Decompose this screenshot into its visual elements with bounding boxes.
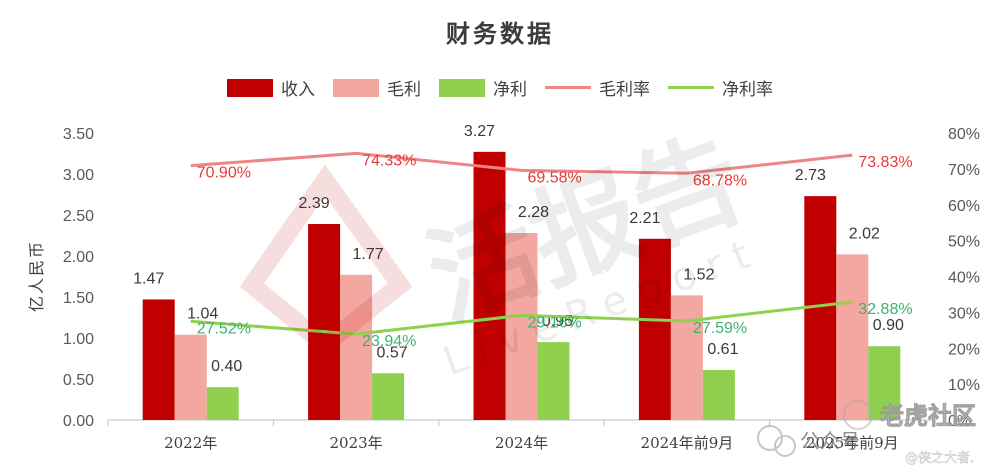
revenue-label: 1.47 <box>133 270 164 287</box>
gross-profit-label: 1.52 <box>683 266 714 283</box>
net-margin-label: 27.52% <box>197 320 251 337</box>
revenue-bar <box>308 224 341 420</box>
legend-item-net-profit: 净利 <box>439 75 527 100</box>
net-profit-bar <box>372 373 405 420</box>
y-tick-label: 3.00 <box>63 167 94 184</box>
y2-tick-label: 40% <box>948 270 980 287</box>
revenue-label: 2.73 <box>795 167 826 184</box>
legend-label-gross-profit: 毛利 <box>387 80 421 100</box>
gross-margin-line <box>190 151 853 175</box>
net-profit-label: 0.90 <box>873 317 904 334</box>
legend-label-revenue: 收入 <box>281 80 315 100</box>
y2-tick-label: 60% <box>948 198 980 215</box>
y2-tick-label: 0% <box>948 413 971 430</box>
gross-profit-bar <box>505 233 538 420</box>
y-axis-title: 亿人民币 <box>27 240 46 312</box>
gross-profit-bar <box>836 254 869 420</box>
y2-tick-label: 20% <box>948 341 980 358</box>
legend-label-gross-margin: 毛利率 <box>599 80 650 100</box>
y2-tick-label: 80% <box>948 126 980 143</box>
legend-swatch-net-profit <box>439 78 485 97</box>
y-tick-label: 1.00 <box>63 331 94 348</box>
gross-profit-bar <box>174 334 207 420</box>
revenue-bar <box>473 151 506 421</box>
chart-title: 财务数据 <box>446 19 554 48</box>
y-tick-label: 1.50 <box>63 290 94 307</box>
legend-label-net-margin: 净利率 <box>722 80 773 100</box>
legend-item-revenue: 收入 <box>227 75 315 100</box>
net-margin-line <box>190 300 853 336</box>
gross-profit-label: 2.28 <box>518 204 549 221</box>
net-margin-label: 29.16% <box>528 314 582 331</box>
gross-margin-label: 69.58% <box>528 169 582 186</box>
y-tick-label: 3.50 <box>63 126 94 143</box>
net-profit-bar <box>537 342 570 420</box>
revenue-label: 2.21 <box>629 210 660 227</box>
legend-item-gross-margin: 毛利率 <box>545 75 650 100</box>
y2-tick-label: 70% <box>948 162 980 179</box>
net-profit-bar <box>702 369 735 420</box>
net-margin-label: 27.59% <box>693 320 747 337</box>
net-margin-label: 32.88% <box>858 301 912 318</box>
gross-profit-label: 2.02 <box>849 225 880 242</box>
revenue-label: 3.27 <box>464 123 495 140</box>
legend-swatch-revenue <box>227 78 273 97</box>
legend-item-net-margin: 净利率 <box>668 75 773 100</box>
y2-tick-label: 10% <box>948 377 980 394</box>
legend-label-net-profit: 净利 <box>493 80 527 100</box>
y2-tick-label: 30% <box>948 305 980 322</box>
x-tick-label: 2025年前9月 <box>806 434 899 452</box>
y-tick-label: 0.50 <box>63 372 94 389</box>
net-profit-label: 0.57 <box>377 344 408 361</box>
gross-margin-label: 73.83% <box>858 154 912 171</box>
gross-margin-label: 70.90% <box>197 165 251 182</box>
net-margin-label: 23.94% <box>362 333 416 350</box>
y-tick-label: 2.50 <box>63 208 94 225</box>
gross-margin-label: 74.33% <box>362 152 416 169</box>
gross-profit-label: 1.77 <box>353 246 384 263</box>
gross-profit-bar <box>340 274 373 420</box>
net-profit-label: 0.40 <box>211 358 242 375</box>
x-tick-label: 2024年前9月 <box>641 434 734 452</box>
legend-swatch-gross-profit <box>333 78 379 97</box>
x-tick-label: 2022年 <box>164 434 217 452</box>
x-tick-label: 2023年 <box>330 434 383 452</box>
x-tick-label: 2024年 <box>495 434 548 452</box>
legend-swatch-gross-margin <box>545 86 591 89</box>
net-profit-bar <box>206 387 239 420</box>
gross-profit-label: 1.04 <box>187 306 218 323</box>
y2-tick-label: 50% <box>948 234 980 251</box>
gross-profit-bar <box>670 295 703 420</box>
net-profit-label: 0.61 <box>707 341 738 358</box>
y-tick-label: 2.00 <box>63 249 94 266</box>
chart-legend: 收入 毛利 净利 毛利率 净利率 <box>0 75 1000 100</box>
gross-margin-label: 68.78% <box>693 172 747 189</box>
legend-swatch-net-margin <box>668 86 714 89</box>
revenue-bar <box>142 299 175 420</box>
net-profit-bar <box>868 346 901 420</box>
y-tick-label: 0.00 <box>63 413 94 430</box>
legend-item-gross-profit: 毛利 <box>333 75 421 100</box>
revenue-label: 2.39 <box>299 195 330 212</box>
revenue-bar <box>638 238 671 420</box>
